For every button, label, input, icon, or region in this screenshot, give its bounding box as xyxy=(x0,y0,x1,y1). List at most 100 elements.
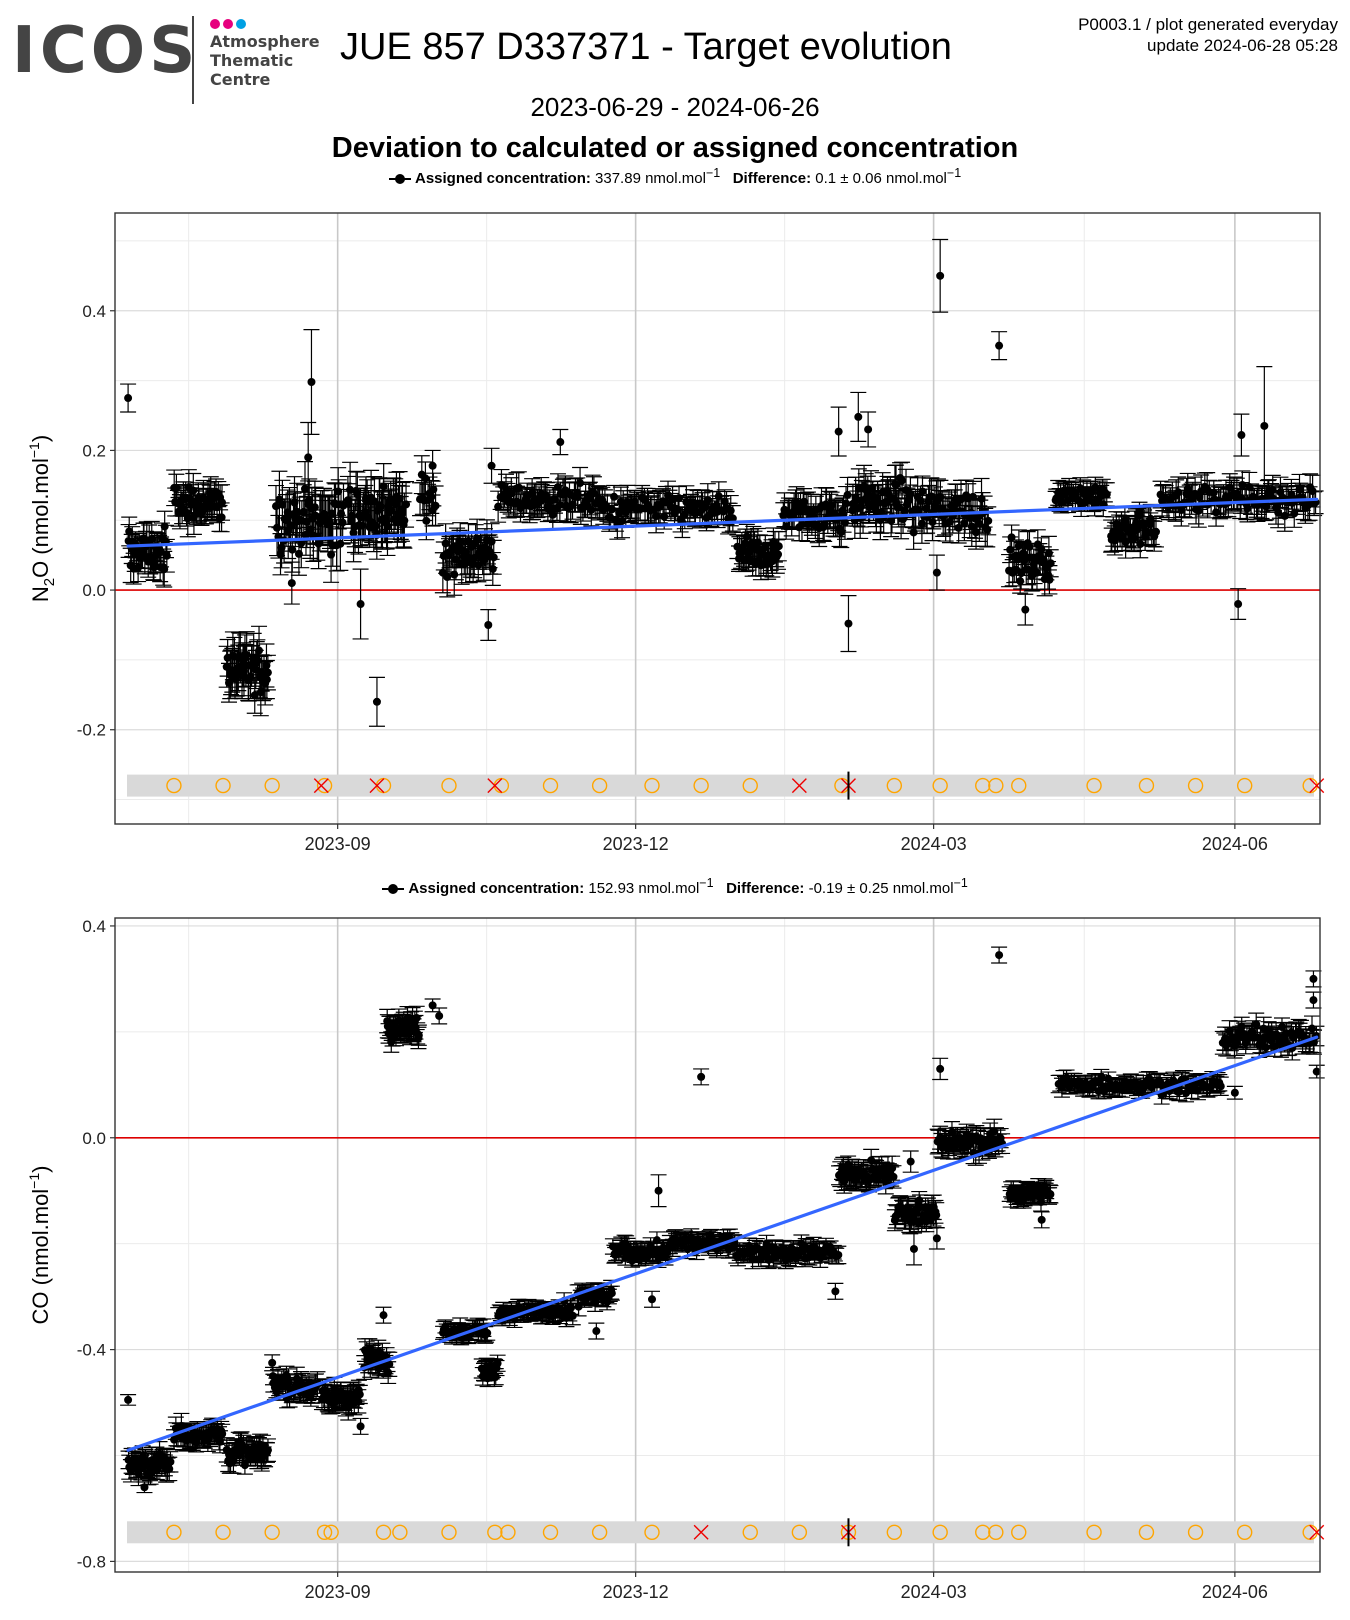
data-point xyxy=(338,518,347,527)
legend-difference-label: Difference: xyxy=(732,170,812,187)
logo-dots xyxy=(210,16,249,34)
data-point xyxy=(488,564,497,573)
data-point xyxy=(703,495,712,504)
y-axis-title: N2O (nmol.mol−1) xyxy=(26,435,58,602)
data-point xyxy=(1151,527,1160,536)
x-tick-label: 2024-06 xyxy=(1202,834,1268,854)
data-point xyxy=(975,519,984,528)
logo-sub-line: Thematic xyxy=(210,51,294,70)
data-point xyxy=(774,550,783,559)
flag-circle-marker xyxy=(1236,777,1253,794)
flag-circle-marker xyxy=(264,777,280,794)
data-point xyxy=(218,498,227,507)
flag-cross-marker xyxy=(791,778,807,794)
data-point xyxy=(1260,421,1269,430)
data-point xyxy=(936,271,945,280)
data-point xyxy=(1287,490,1296,499)
data-points xyxy=(120,946,1325,1494)
data-point xyxy=(307,377,316,386)
data-point xyxy=(493,1359,502,1368)
flag-circle-marker xyxy=(166,777,182,794)
data-point xyxy=(355,1390,364,1399)
data-point xyxy=(726,506,735,515)
y-axis-title-sub: 2 xyxy=(41,578,58,586)
page-title: JUE 857 D337371 - Target evolution xyxy=(340,26,952,68)
data-point xyxy=(263,668,272,677)
logo-divider xyxy=(192,16,194,104)
logo-sub-line: Atmosphere xyxy=(210,32,320,51)
data-point xyxy=(487,537,496,546)
meta-line: P0003.1 / plot generated everyday xyxy=(1078,15,1338,34)
flag-circle-marker xyxy=(1138,777,1155,794)
y-tick-label: 0.2 xyxy=(82,441,106,460)
legend-assigned-label: Assigned concentration: xyxy=(415,170,591,187)
date-range: 2023-06-29 - 2024-06-26 xyxy=(530,92,820,122)
y-axis-title-unit: O (nmol.mol xyxy=(28,458,53,578)
flag-circle-marker xyxy=(932,777,948,794)
data-point xyxy=(356,600,365,609)
logo-dot xyxy=(223,19,233,29)
legend-difference-label: Difference: xyxy=(726,880,805,897)
legend-unit-sup: −1 xyxy=(699,876,714,890)
data-point xyxy=(728,514,737,523)
data-point xyxy=(1102,490,1111,499)
data-point xyxy=(842,499,851,508)
chart-heading: Deviation to calculated or assigned conc… xyxy=(331,132,1019,164)
data-point xyxy=(1209,488,1218,497)
data-point xyxy=(371,521,380,530)
flag-cross-marker xyxy=(313,778,329,794)
data-point xyxy=(1021,605,1030,614)
legend-unit-sup: −1 xyxy=(946,166,962,180)
data-point xyxy=(892,480,901,489)
data-point xyxy=(1238,480,1247,489)
data-point xyxy=(491,1372,500,1381)
flag-circle-marker xyxy=(742,777,758,794)
data-point xyxy=(487,461,496,470)
data-point xyxy=(384,1368,393,1377)
legend-point-icon xyxy=(388,174,411,185)
data-point xyxy=(917,519,926,528)
flag-circle-marker xyxy=(1086,777,1102,794)
legend-unit-sup: −1 xyxy=(953,876,968,890)
data-point xyxy=(162,551,171,560)
logo-subtitle: Atmosphere Thematic Centre xyxy=(210,32,320,89)
y-tick-label: -0.2 xyxy=(77,721,106,740)
data-point xyxy=(327,550,336,559)
data-point xyxy=(484,620,493,629)
data-point xyxy=(422,516,431,525)
data-point xyxy=(1234,600,1243,609)
data-point xyxy=(844,619,853,628)
flag-circle-marker xyxy=(693,777,709,794)
data-point xyxy=(255,646,264,655)
data-point xyxy=(379,482,388,491)
chart-n2o: 0.4 0.2 0.0 -0.2 2023-09 2023-12 2024-03 2024-0… xyxy=(26,212,1325,854)
flag-circle-marker xyxy=(542,777,559,794)
legend-point-icon xyxy=(382,884,405,895)
flag-circle-marker xyxy=(988,777,1004,794)
flag-band xyxy=(127,1521,1314,1544)
data-point xyxy=(431,501,440,510)
data-point xyxy=(774,542,783,551)
data-point xyxy=(1045,575,1054,584)
data-point xyxy=(310,503,319,512)
flag-circle-marker xyxy=(215,777,231,794)
data-point xyxy=(428,461,437,470)
flag-circle-marker xyxy=(644,777,660,794)
flag-circle-marker xyxy=(591,777,608,794)
logo-dot xyxy=(210,19,220,29)
update-timestamp: update 2024-06-28 05:28 xyxy=(1147,36,1338,55)
flag-cross-marker xyxy=(487,778,503,794)
data-point xyxy=(977,494,986,503)
flag-circle-marker xyxy=(975,777,991,794)
y-axis-title-main: N xyxy=(28,586,53,602)
data-point xyxy=(402,500,411,509)
data-point xyxy=(160,522,169,531)
x-tick-label: 2023-12 xyxy=(603,834,669,854)
data-point xyxy=(288,545,297,554)
legend-assigned-value: 152.93 nmol.mol xyxy=(588,880,700,897)
data-point xyxy=(192,1438,201,1447)
flag-circle-marker xyxy=(886,777,903,794)
flag-circle-marker xyxy=(441,777,457,794)
